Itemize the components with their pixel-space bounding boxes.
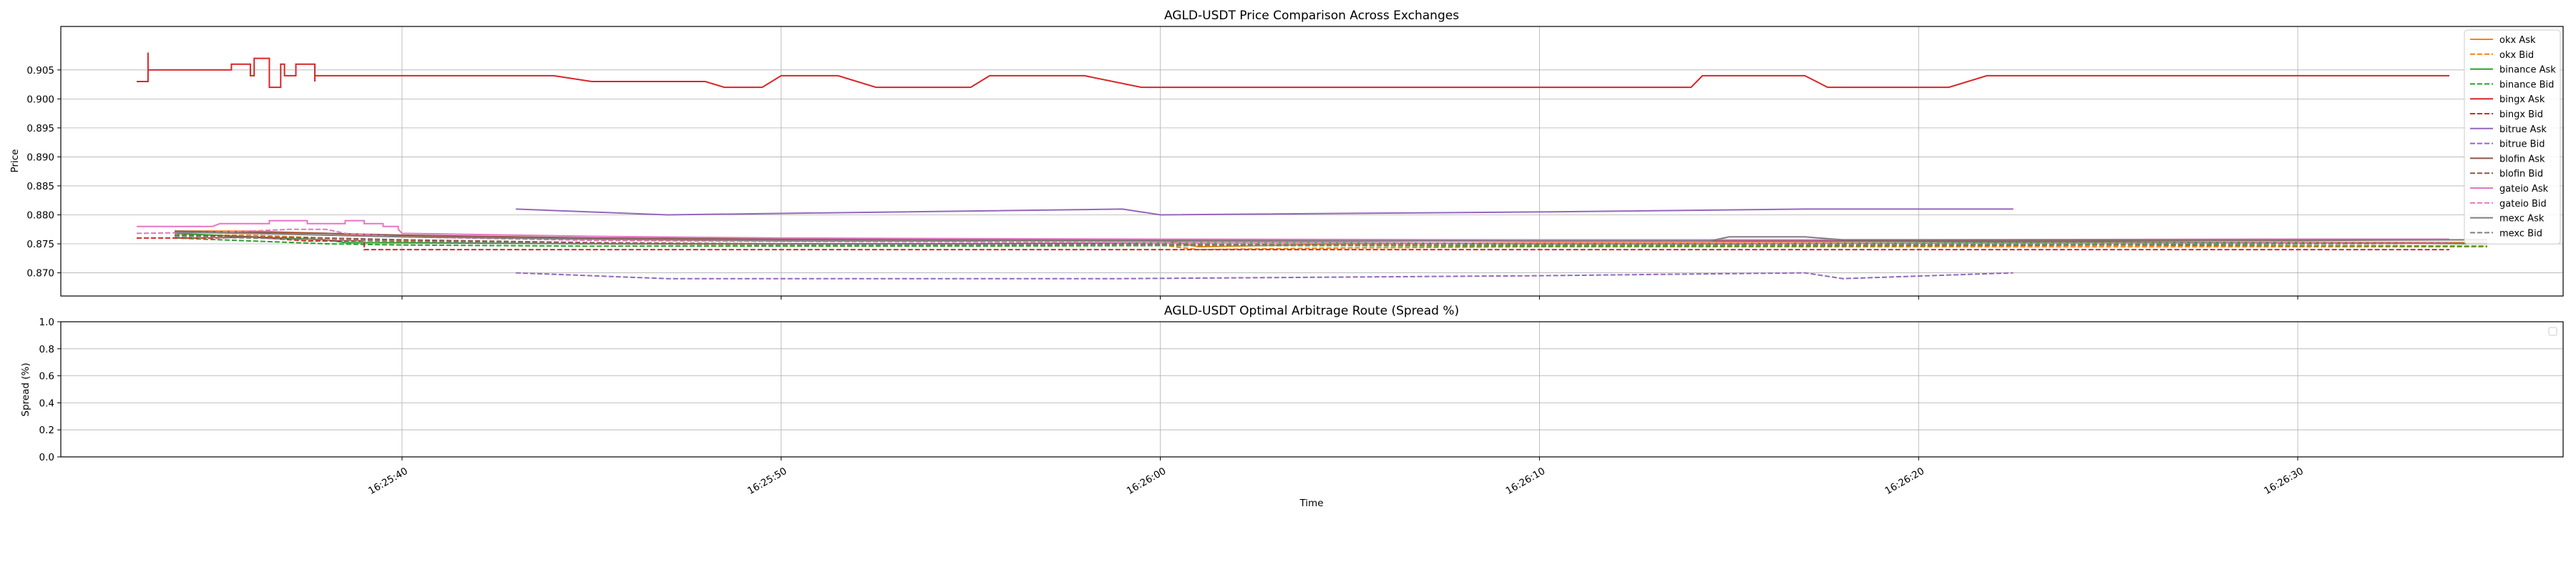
price-legend-box bbox=[2464, 29, 2561, 245]
series-line-bitrue-bid bbox=[515, 272, 2014, 280]
time-x-axis-label: Time bbox=[1299, 498, 1323, 509]
legend-label: okx Ask bbox=[2499, 35, 2536, 46]
price-series-lines bbox=[136, 52, 2488, 280]
legend-label: gateio Ask bbox=[2499, 184, 2549, 194]
series-line-bingx-bid bbox=[137, 236, 2449, 251]
series-line-bingx-ask bbox=[137, 52, 2449, 89]
legend-label: okx Bid bbox=[2499, 50, 2534, 61]
spread-chart-title: AGLD-USDT Optimal Arbitrage Route (Sprea… bbox=[1164, 304, 1459, 318]
price-y-tick-label: 0.880 bbox=[26, 209, 54, 221]
spread-y-ticks: 0.0 0.2 0.4 0.6 0.8 1.0 bbox=[39, 317, 61, 463]
spread-y-tick-label: 0.2 bbox=[39, 425, 54, 436]
series-line-bitrue-ask bbox=[515, 208, 2014, 216]
legend-label: mexc Bid bbox=[2499, 228, 2542, 239]
price-chart-title: AGLD-USDT Price Comparison Across Exchan… bbox=[1164, 9, 1459, 23]
series-line-mexc-bid bbox=[174, 236, 2488, 246]
series-line-binance-ask bbox=[174, 232, 2488, 245]
price-y-tick-label: 0.875 bbox=[26, 239, 54, 250]
legend-label: binance Ask bbox=[2499, 65, 2556, 76]
price-y-tick-label: 0.890 bbox=[26, 152, 54, 163]
spread-y-tick-label: 1.0 bbox=[39, 317, 54, 328]
legend-label: binance Bid bbox=[2499, 79, 2554, 90]
price-y-axis-label: Price bbox=[9, 149, 21, 173]
legend-label: blofin Ask bbox=[2499, 154, 2545, 164]
legend-label: gateio Bid bbox=[2499, 199, 2547, 209]
legend-label: bingx Ask bbox=[2499, 94, 2545, 105]
price-y-tick-label: 0.900 bbox=[26, 94, 54, 105]
series-line-binance-bid bbox=[174, 237, 2488, 247]
price-y-tick-label: 0.885 bbox=[26, 181, 54, 192]
legend-label: bingx Bid bbox=[2499, 109, 2543, 120]
price-y-ticks: 0.870 0.875 0.880 0.885 0.890 0.895 0.900 0.905 bbox=[26, 65, 61, 280]
series-line-blofin-ask bbox=[174, 230, 2488, 242]
price-legend: okx Ask okx Bid binance Ask binance Bid bing… bbox=[2464, 29, 2561, 245]
price-comparison-panel: AGLD-USDT Price Comparison Across Exchan… bbox=[9, 9, 2564, 300]
legend-label: bitrue Ask bbox=[2499, 124, 2547, 135]
series-line-mexc-ask bbox=[174, 231, 2487, 242]
spread-y-tick-label: 0.0 bbox=[39, 452, 54, 463]
legend-label: mexc Ask bbox=[2499, 214, 2545, 225]
series-line-gateio-ask bbox=[137, 220, 2449, 241]
spread-y-tick-label: 0.6 bbox=[39, 371, 54, 383]
price-y-tick-label: 0.870 bbox=[26, 268, 54, 280]
spread-empty-legend bbox=[2548, 327, 2557, 336]
legend-label: blofin Bid bbox=[2499, 169, 2543, 179]
spread-axes-frame bbox=[60, 321, 2564, 458]
spread-y-axis-label: Spread (%) bbox=[20, 363, 31, 416]
price-x-ticks bbox=[401, 296, 2298, 300]
price-y-tick-label: 0.895 bbox=[26, 123, 54, 134]
price-axes-frame bbox=[60, 26, 2564, 297]
price-y-tick-label: 0.905 bbox=[26, 65, 54, 77]
spread-y-tick-label: 0.8 bbox=[39, 344, 54, 355]
legend-label: bitrue Bid bbox=[2499, 139, 2545, 150]
spread-y-tick-label: 0.4 bbox=[39, 398, 54, 409]
